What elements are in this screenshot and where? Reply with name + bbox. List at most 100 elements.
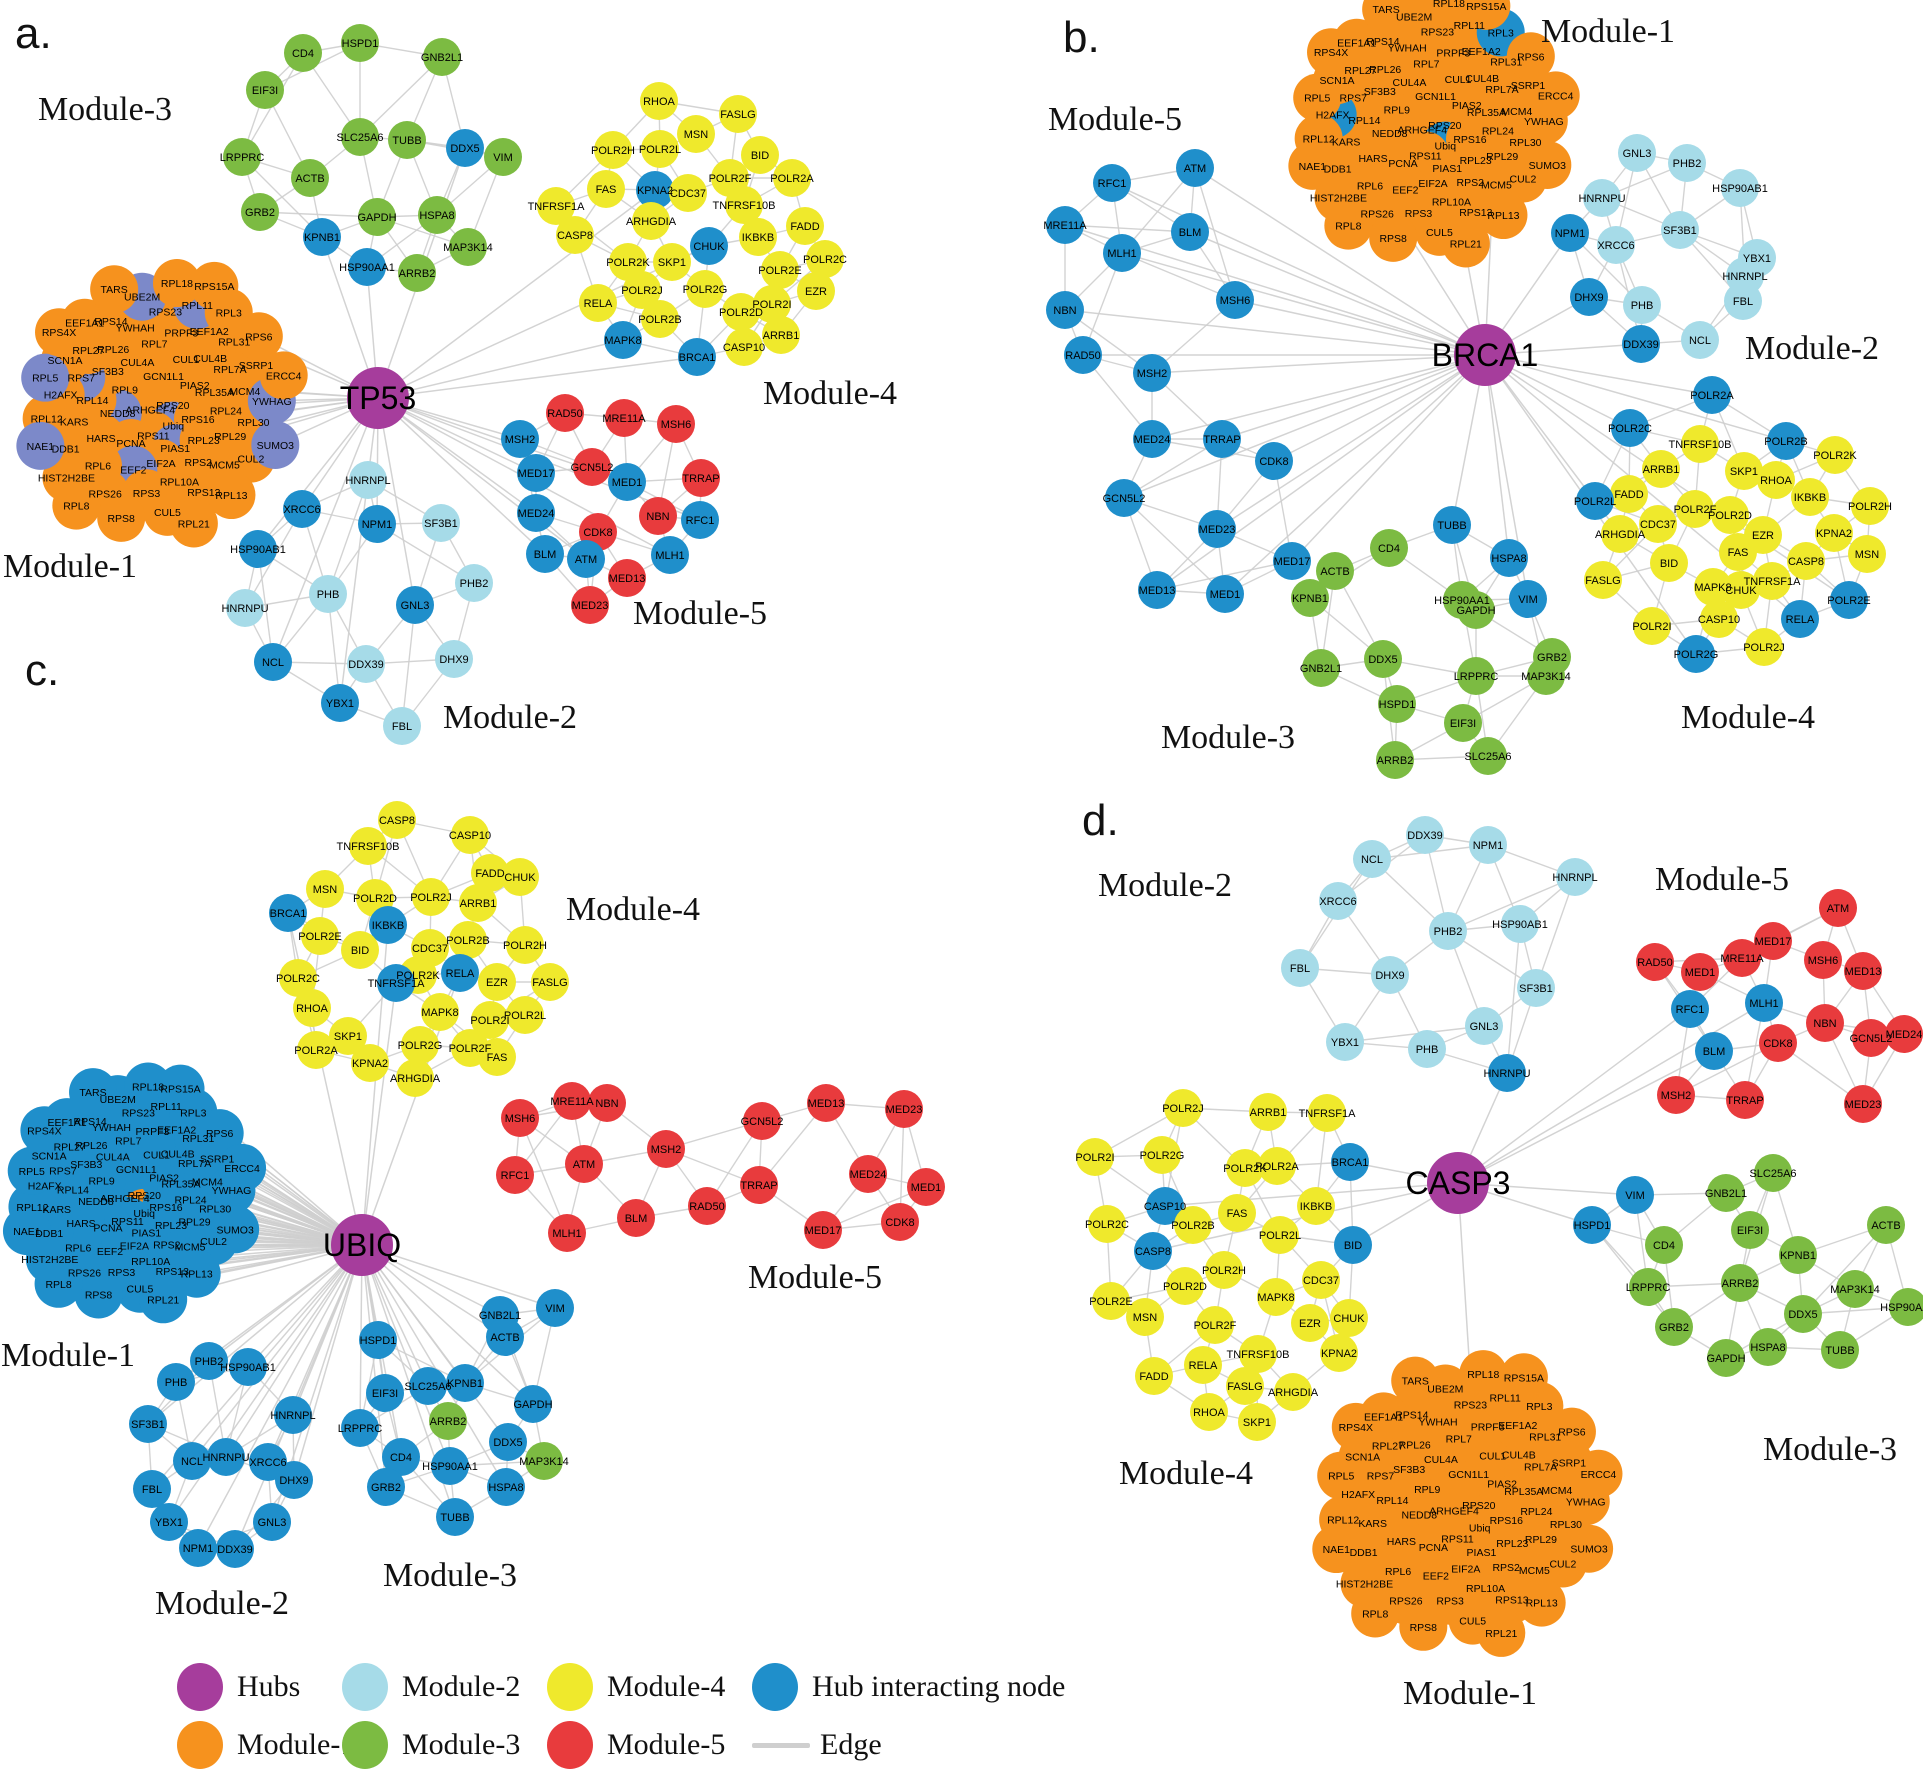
gene-label: RPL10A [160, 476, 199, 488]
gene-node [35, 308, 84, 357]
module-label: Module-5 [1655, 861, 1789, 898]
gene-label: TRRAP [1203, 434, 1240, 446]
gene-label: Ubiq [1435, 141, 1457, 153]
gene-label: POLR2F [449, 1043, 492, 1055]
gene-label: FADD [475, 868, 504, 880]
gene-label: RPL29 [214, 431, 246, 443]
gene-label: RPS14 [1366, 36, 1399, 48]
gene-node [446, 129, 484, 167]
hub-edge [339, 397, 379, 704]
gene-label: RPL11 [151, 1101, 182, 1113]
gene-label: PIAS1 [131, 1227, 161, 1239]
gene-label: RPS16 [1490, 1515, 1523, 1527]
gene-label: RPL7 [115, 1135, 141, 1147]
panel-letter: a. [15, 9, 52, 58]
gene-label: EEF1A2 [190, 326, 229, 338]
gene-label: RPL14 [76, 395, 108, 407]
gene-node [1459, 1350, 1508, 1399]
gene-label: RPS11 [111, 1216, 144, 1228]
gene-label: ARHGEF4 [125, 405, 175, 417]
gene-label: KPNA2 [1816, 528, 1852, 540]
gene-label: H2AFX [28, 1181, 62, 1193]
gene-node [605, 399, 643, 437]
gene-node [152, 259, 201, 308]
gene-node [471, 854, 509, 892]
gene-node [234, 312, 283, 361]
gene-node [1238, 1403, 1276, 1441]
gene-label: MRE11A [1043, 220, 1087, 232]
gene-label: CUL4B [193, 353, 227, 365]
gene-label: POLR2G [1140, 1150, 1185, 1162]
gene-node [739, 218, 777, 256]
gene-node [195, 1109, 244, 1158]
gene-node [1369, 213, 1418, 262]
gene-label: HARS [66, 1218, 95, 1230]
gene-node [1469, 826, 1507, 864]
gene-label: HNRNPL [1722, 271, 1767, 283]
gene-label: RPL26 [1369, 64, 1401, 76]
gene-node [617, 1199, 655, 1237]
gene-label: RPL26 [1399, 1440, 1431, 1452]
gene-node [567, 540, 605, 578]
gene-label: YBX1 [155, 1517, 183, 1529]
gene-label: POLR2K [1223, 1163, 1267, 1175]
gene-label: SKP1 [334, 1031, 362, 1043]
gene-label: MSN [684, 129, 709, 141]
gene-node [885, 1090, 923, 1128]
gene-node [218, 1143, 267, 1192]
gene-node [773, 159, 811, 197]
gene-label: MED1 [612, 477, 643, 489]
gene-label: RAD50 [689, 1201, 724, 1213]
gene-node [1138, 571, 1176, 609]
gene-label: EEF2 [120, 465, 146, 477]
gene-label: SSRP1 [1511, 80, 1546, 92]
hub-edge [293, 1244, 363, 1481]
gene-node [1469, 737, 1507, 775]
gene-label: HNRNPU [221, 603, 268, 615]
hub-edge [377, 397, 416, 606]
gene-node [347, 645, 385, 683]
gene-label: KPNB1 [304, 232, 340, 244]
gene-node [378, 801, 416, 839]
gene-node [506, 996, 544, 1034]
edge [1123, 497, 1226, 595]
gene-node [1885, 1015, 1923, 1053]
hub-edge [1123, 354, 1486, 499]
edge [1506, 923, 1521, 1074]
gene-label: CHUK [1725, 585, 1757, 597]
gene-label: MCM5 [1481, 180, 1512, 192]
gene-node [436, 1498, 474, 1536]
gene-label: KARS [42, 1204, 71, 1216]
gene-node [1517, 1578, 1566, 1627]
gene-node [150, 1503, 188, 1541]
gene-node [1364, 640, 1402, 678]
gene-node [1787, 542, 1825, 580]
gene-label: POLR2E [1827, 595, 1870, 607]
gene-node [1767, 422, 1805, 460]
gene-label: POLR2B [1764, 436, 1807, 448]
gene-label: KPNA2 [352, 1058, 388, 1070]
gene-label: RPL14 [1348, 115, 1380, 127]
gene-node [179, 1529, 217, 1567]
gene-label: VIM [1625, 1190, 1645, 1202]
gene-label: CUL2 [1510, 174, 1537, 186]
gene-label: SCN1A [1345, 1452, 1380, 1464]
gene-label: RPL18 [1467, 1369, 1499, 1381]
gene-label: RPL24 [1520, 1506, 1552, 1518]
gene-label: CUL5 [154, 507, 181, 519]
gene-label: POLR2E [1089, 1296, 1132, 1308]
gene-label: XRCC6 [1319, 896, 1356, 908]
gene-label: HSP90AA1 [339, 262, 395, 274]
gene-node [1196, 1306, 1234, 1344]
gene-label: ERCC4 [224, 1163, 260, 1175]
gene-label: RELA [584, 298, 613, 310]
gene-node [641, 130, 679, 168]
gene-node [1331, 1402, 1380, 1451]
gene-label: RPL9 [88, 1175, 114, 1187]
gene-label: MCM5 [209, 460, 240, 472]
gene-node [1757, 461, 1795, 499]
gene-node [1681, 425, 1719, 463]
gene-node [1753, 562, 1791, 600]
gene-label: POLR2A [1690, 390, 1734, 402]
gene-label: HSPD1 [360, 1335, 397, 1347]
